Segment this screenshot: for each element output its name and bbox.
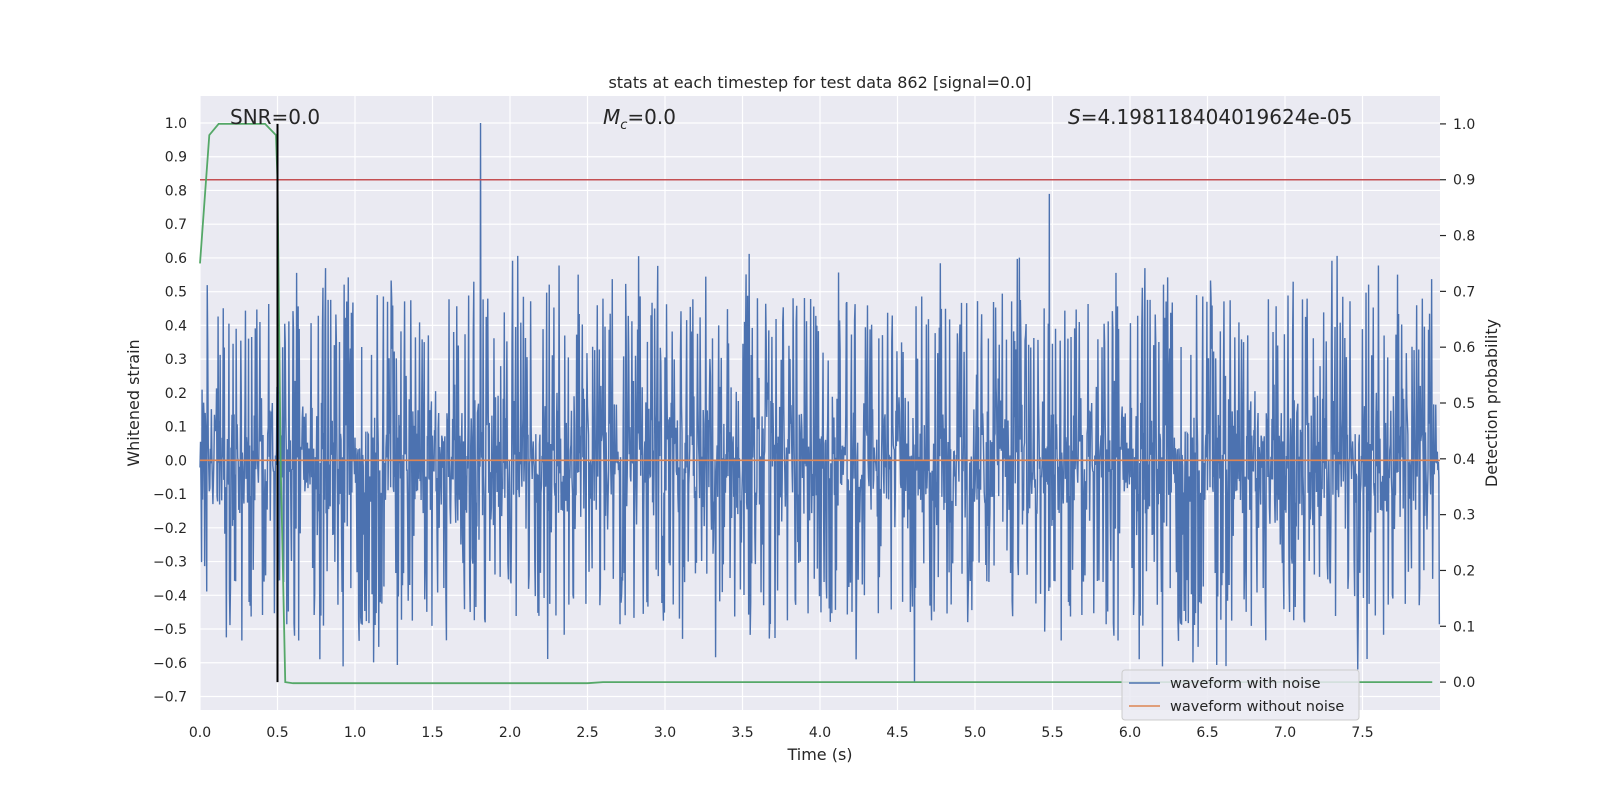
y-tick-label: −0.5: [153, 622, 187, 638]
y2-tick-label: 0.9: [1453, 173, 1475, 189]
y2-tick-label: 0.1: [1453, 619, 1475, 635]
y2-tick-label: 0.7: [1453, 284, 1475, 300]
y-axis-label: Whitened strain: [124, 339, 143, 466]
annotation-chirp-mass: Mc=0.0: [603, 105, 676, 133]
x-tick-label: 6.5: [1196, 725, 1218, 741]
y-tick-label: 0.5: [165, 285, 187, 301]
y2-tick-label: 0.4: [1453, 452, 1475, 468]
y2-tick-label: 0.0: [1453, 675, 1475, 691]
y-tick-label: 0.8: [165, 183, 187, 199]
legend-box: [1121, 669, 1360, 721]
y-tick-label: 0.4: [165, 318, 187, 334]
waveform-with-noise-line: [199, 122, 1441, 684]
x-tick-label: 0.0: [189, 725, 211, 741]
y2-tick-label: 0.6: [1453, 340, 1475, 356]
x-tick-label: 4.5: [886, 725, 908, 741]
x-tick-label: 1.0: [344, 725, 366, 741]
x-tick-label: 0.5: [266, 725, 288, 741]
x-tick-label: 5.0: [964, 725, 986, 741]
detection-probability-group: [199, 123, 1440, 685]
y-tick-label: 0.2: [165, 386, 187, 402]
y2-tick-label: 0.8: [1453, 229, 1475, 245]
legend-label-clean: waveform without noise: [1170, 699, 1344, 715]
y-tick-label: 1.0: [165, 116, 187, 132]
x-tick-label: 6.0: [1119, 725, 1141, 741]
y-tick-label: 0.3: [165, 352, 187, 368]
x-tick-label: 2.5: [576, 725, 598, 741]
y-tick-label: 0.0: [165, 453, 187, 469]
y2-tick-label: 0.3: [1453, 508, 1475, 524]
y-tick-label: 0.9: [165, 150, 187, 166]
x-tick-label: 7.0: [1274, 725, 1296, 741]
y-tick-label: −0.6: [153, 656, 187, 672]
x-tick-label: 1.5: [421, 725, 443, 741]
legend: waveform with noise waveform without noi…: [1121, 669, 1360, 721]
x-tick-label: 4.0: [809, 725, 831, 741]
x-axis-label: Time (s): [786, 745, 852, 764]
y-axis-ticks: −0.7 −0.6 −0.5 −0.4 −0.3 −0.2 −0.1 0.0 0.1 0.2 0.3…: [153, 116, 187, 706]
x-tick-label: 5.5: [1041, 725, 1063, 741]
y-tick-label: −0.2: [153, 521, 187, 537]
y-tick-label: 0.1: [165, 420, 187, 436]
chart-title: stats at each timestep for test data 862…: [608, 73, 1031, 92]
mc-symbol: M: [603, 105, 620, 129]
x-tick-label: 3.0: [654, 725, 676, 741]
y2-tick-label: 1.0: [1453, 117, 1475, 133]
s-value: =4.198118404019624e-05: [1081, 105, 1353, 129]
mc-value: =0.0: [627, 105, 676, 129]
legend-label-noise: waveform with noise: [1170, 676, 1321, 692]
x-axis-ticks: 0.0 0.5 1.0 1.5 2.0 2.5 3.0 3.5 4.0 4.5 5.0 5.5 6.0 6…: [189, 725, 1374, 741]
waveform-with-noise: [199, 122, 1441, 684]
y2-axis-ticks: 0.0 0.1 0.2 0.3 0.4 0.5 0.6 0.7 0.8 0.9 1.0: [1440, 117, 1475, 691]
y2-tick-label: 0.5: [1453, 396, 1475, 412]
annotation-snr: SNR=0.0: [230, 105, 320, 129]
y2-axis-label: Detection probability: [1482, 319, 1501, 487]
x-tick-label: 3.5: [731, 725, 753, 741]
mc-subscript: c: [620, 118, 627, 133]
y-tick-label: −0.7: [153, 690, 187, 706]
y-tick-label: 0.7: [165, 217, 187, 233]
x-tick-label: 7.5: [1351, 725, 1373, 741]
y2-tick-label: 0.2: [1453, 563, 1475, 579]
y-tick-label: −0.3: [153, 555, 187, 571]
y-tick-label: −0.4: [153, 588, 187, 604]
y-tick-label: 0.6: [165, 251, 187, 267]
annotation-s: S=4.198118404019624e-05: [1068, 105, 1352, 129]
y-tick-label: −0.1: [153, 487, 187, 503]
s-symbol: S: [1068, 105, 1081, 129]
x-tick-label: 2.0: [499, 725, 521, 741]
